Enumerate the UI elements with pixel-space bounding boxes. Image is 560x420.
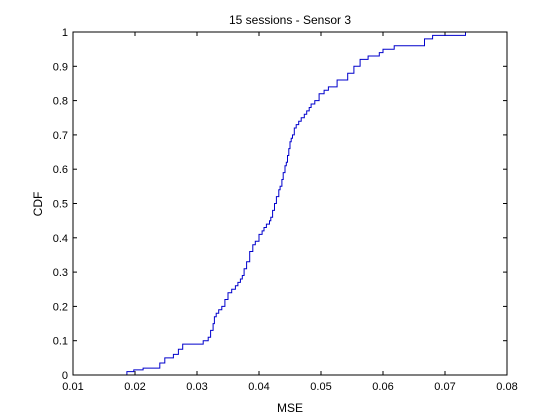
x-tick-label: 0.07 [434, 381, 455, 393]
y-tick-label: 0.1 [53, 336, 68, 348]
y-tick-label: 0.8 [53, 96, 68, 108]
y-tick-label: 0.6 [53, 164, 68, 176]
y-tick-label: 0 [62, 370, 68, 382]
x-tick-label: 0.04 [248, 381, 269, 393]
chart-title: 15 sessions - Sensor 3 [229, 13, 351, 27]
y-axis: 0 0.1 0.2 0.3 0.4 0.5 0.6 0.7 0.8 0.9 1 [53, 27, 507, 382]
y-tick-label: 0.2 [53, 301, 68, 313]
x-tick-label: 0.01 [62, 381, 83, 393]
y-tick-label: 0.3 [53, 267, 68, 279]
y-tick-label: 0.4 [53, 233, 68, 245]
x-axis-title: MSE [277, 401, 303, 415]
x-tick-label: 0.02 [124, 381, 145, 393]
x-tick-label: 0.06 [372, 381, 393, 393]
y-axis-title: CDF [31, 192, 45, 217]
plot-frame [72, 31, 508, 376]
y-tick-label: 1 [62, 27, 68, 39]
x-tick-label: 0.03 [186, 381, 207, 393]
cdf-series-line [126, 32, 466, 375]
plot-area [73, 32, 507, 375]
x-tick-label: 0.05 [310, 381, 331, 393]
y-tick-label: 0.5 [53, 199, 68, 211]
x-tick-label: 0.08 [496, 381, 517, 393]
y-tick-label: 0.7 [53, 130, 68, 142]
x-axis: 0.01 0.02 0.03 0.04 0.05 0.06 0.07 0.08 [62, 32, 518, 393]
y-tick-label: 0.9 [53, 61, 68, 73]
